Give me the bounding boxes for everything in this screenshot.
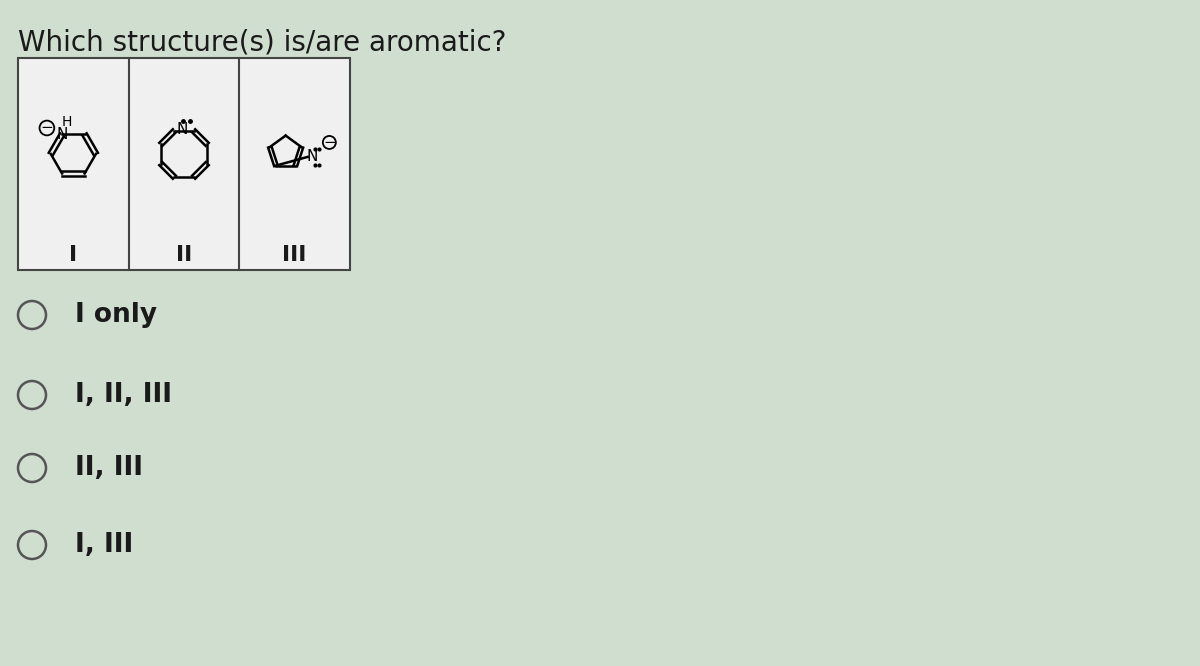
Text: II, III: II, III: [74, 455, 143, 481]
Text: N: N: [176, 123, 188, 137]
Bar: [18, 58, 350, 270]
Text: I only: I only: [74, 302, 157, 328]
Text: III: III: [282, 245, 307, 265]
Text: Which structure(s) is/are aromatic?: Which structure(s) is/are aromatic?: [18, 28, 506, 56]
Text: I: I: [70, 245, 77, 265]
Text: N: N: [306, 149, 318, 165]
Text: −: −: [323, 135, 336, 150]
Text: H: H: [62, 115, 72, 129]
Text: I, II, III: I, II, III: [74, 382, 172, 408]
Text: II: II: [176, 245, 192, 265]
Text: I, III: I, III: [74, 532, 133, 558]
Text: N: N: [56, 127, 67, 142]
Text: −: −: [41, 121, 53, 135]
